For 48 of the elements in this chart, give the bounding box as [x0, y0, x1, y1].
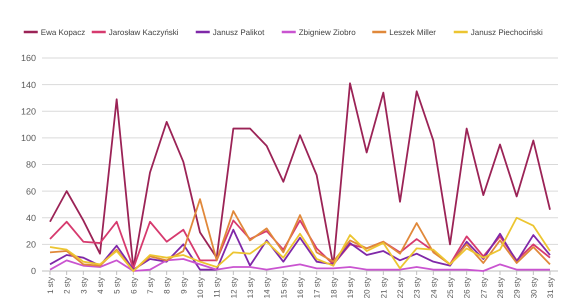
y-tick-label: 60: [26, 186, 36, 196]
x-tick-label: 28 sty: [496, 277, 505, 298]
x-tick-label: 14 sty: [262, 277, 272, 298]
x-tick-label: 11 sty: [212, 277, 222, 298]
x-tick-label: 1 sty: [46, 277, 55, 294]
line-series: [49, 228, 551, 271]
x-tick-label: 10 sty: [196, 277, 205, 298]
legend-label: Zbigniew Ziobro: [298, 28, 356, 37]
x-tick-label: 20 sty: [362, 277, 372, 298]
x-tick-label: 19 sty: [346, 277, 355, 298]
x-tick-label: 18 sty: [329, 277, 338, 298]
x-tick-label: 27 sty: [479, 277, 488, 298]
y-tick-label: 140: [20, 80, 36, 90]
x-tick-label: 3 sty: [79, 277, 88, 294]
legend-label: Ewa Kopacz: [40, 28, 86, 37]
y-tick-label: 120: [20, 106, 36, 116]
x-tick-label: 8 sty: [162, 277, 172, 294]
x-tick-label: 7 sty: [146, 277, 155, 294]
y-tick-label: 0: [30, 266, 36, 276]
legend-label: Janusz Piechociński: [470, 28, 544, 37]
x-tick-label: 31 sty: [546, 277, 555, 298]
x-tick-label: 29 sty: [512, 277, 522, 298]
x-tick-label: 21 sty: [379, 277, 388, 298]
legend-label: Leszek Miller: [389, 28, 436, 37]
x-tick-label: 26 sty: [462, 277, 472, 298]
legend-label: Jarosław Kaczyński: [108, 28, 179, 37]
x-tick-label: 24 sty: [429, 277, 438, 298]
x-tick-label: 2 sty: [62, 277, 72, 294]
x-tick-label: 22 sty: [396, 277, 405, 298]
y-tick-label: 80: [26, 160, 36, 170]
x-tick-label: 15 sty: [279, 277, 288, 298]
x-tick-label: 9 sty: [179, 277, 188, 294]
x-tick-label: 25 sty: [446, 277, 455, 298]
y-tick-label: 100: [20, 133, 36, 144]
x-tick-label: 5 sty: [112, 277, 122, 294]
x-tick-label: 13 sty: [246, 277, 255, 298]
x-tick-label: 30 sty: [529, 277, 538, 298]
x-tick-label: 6 sty: [129, 277, 138, 294]
x-tick-label: 16 sty: [296, 277, 305, 298]
x-tick-label: 23 sty: [412, 277, 422, 298]
y-tick-label: 20: [26, 240, 36, 250]
x-tick-label: 4 sty: [96, 277, 105, 294]
x-tick-label: 17 sty: [312, 277, 322, 298]
x-tick-label: 12 sty: [229, 277, 238, 298]
y-tick-label: 40: [26, 212, 36, 223]
y-tick-label: 160: [20, 53, 36, 64]
line-series: [49, 258, 551, 272]
legend-label: Janusz Palikot: [212, 28, 266, 37]
